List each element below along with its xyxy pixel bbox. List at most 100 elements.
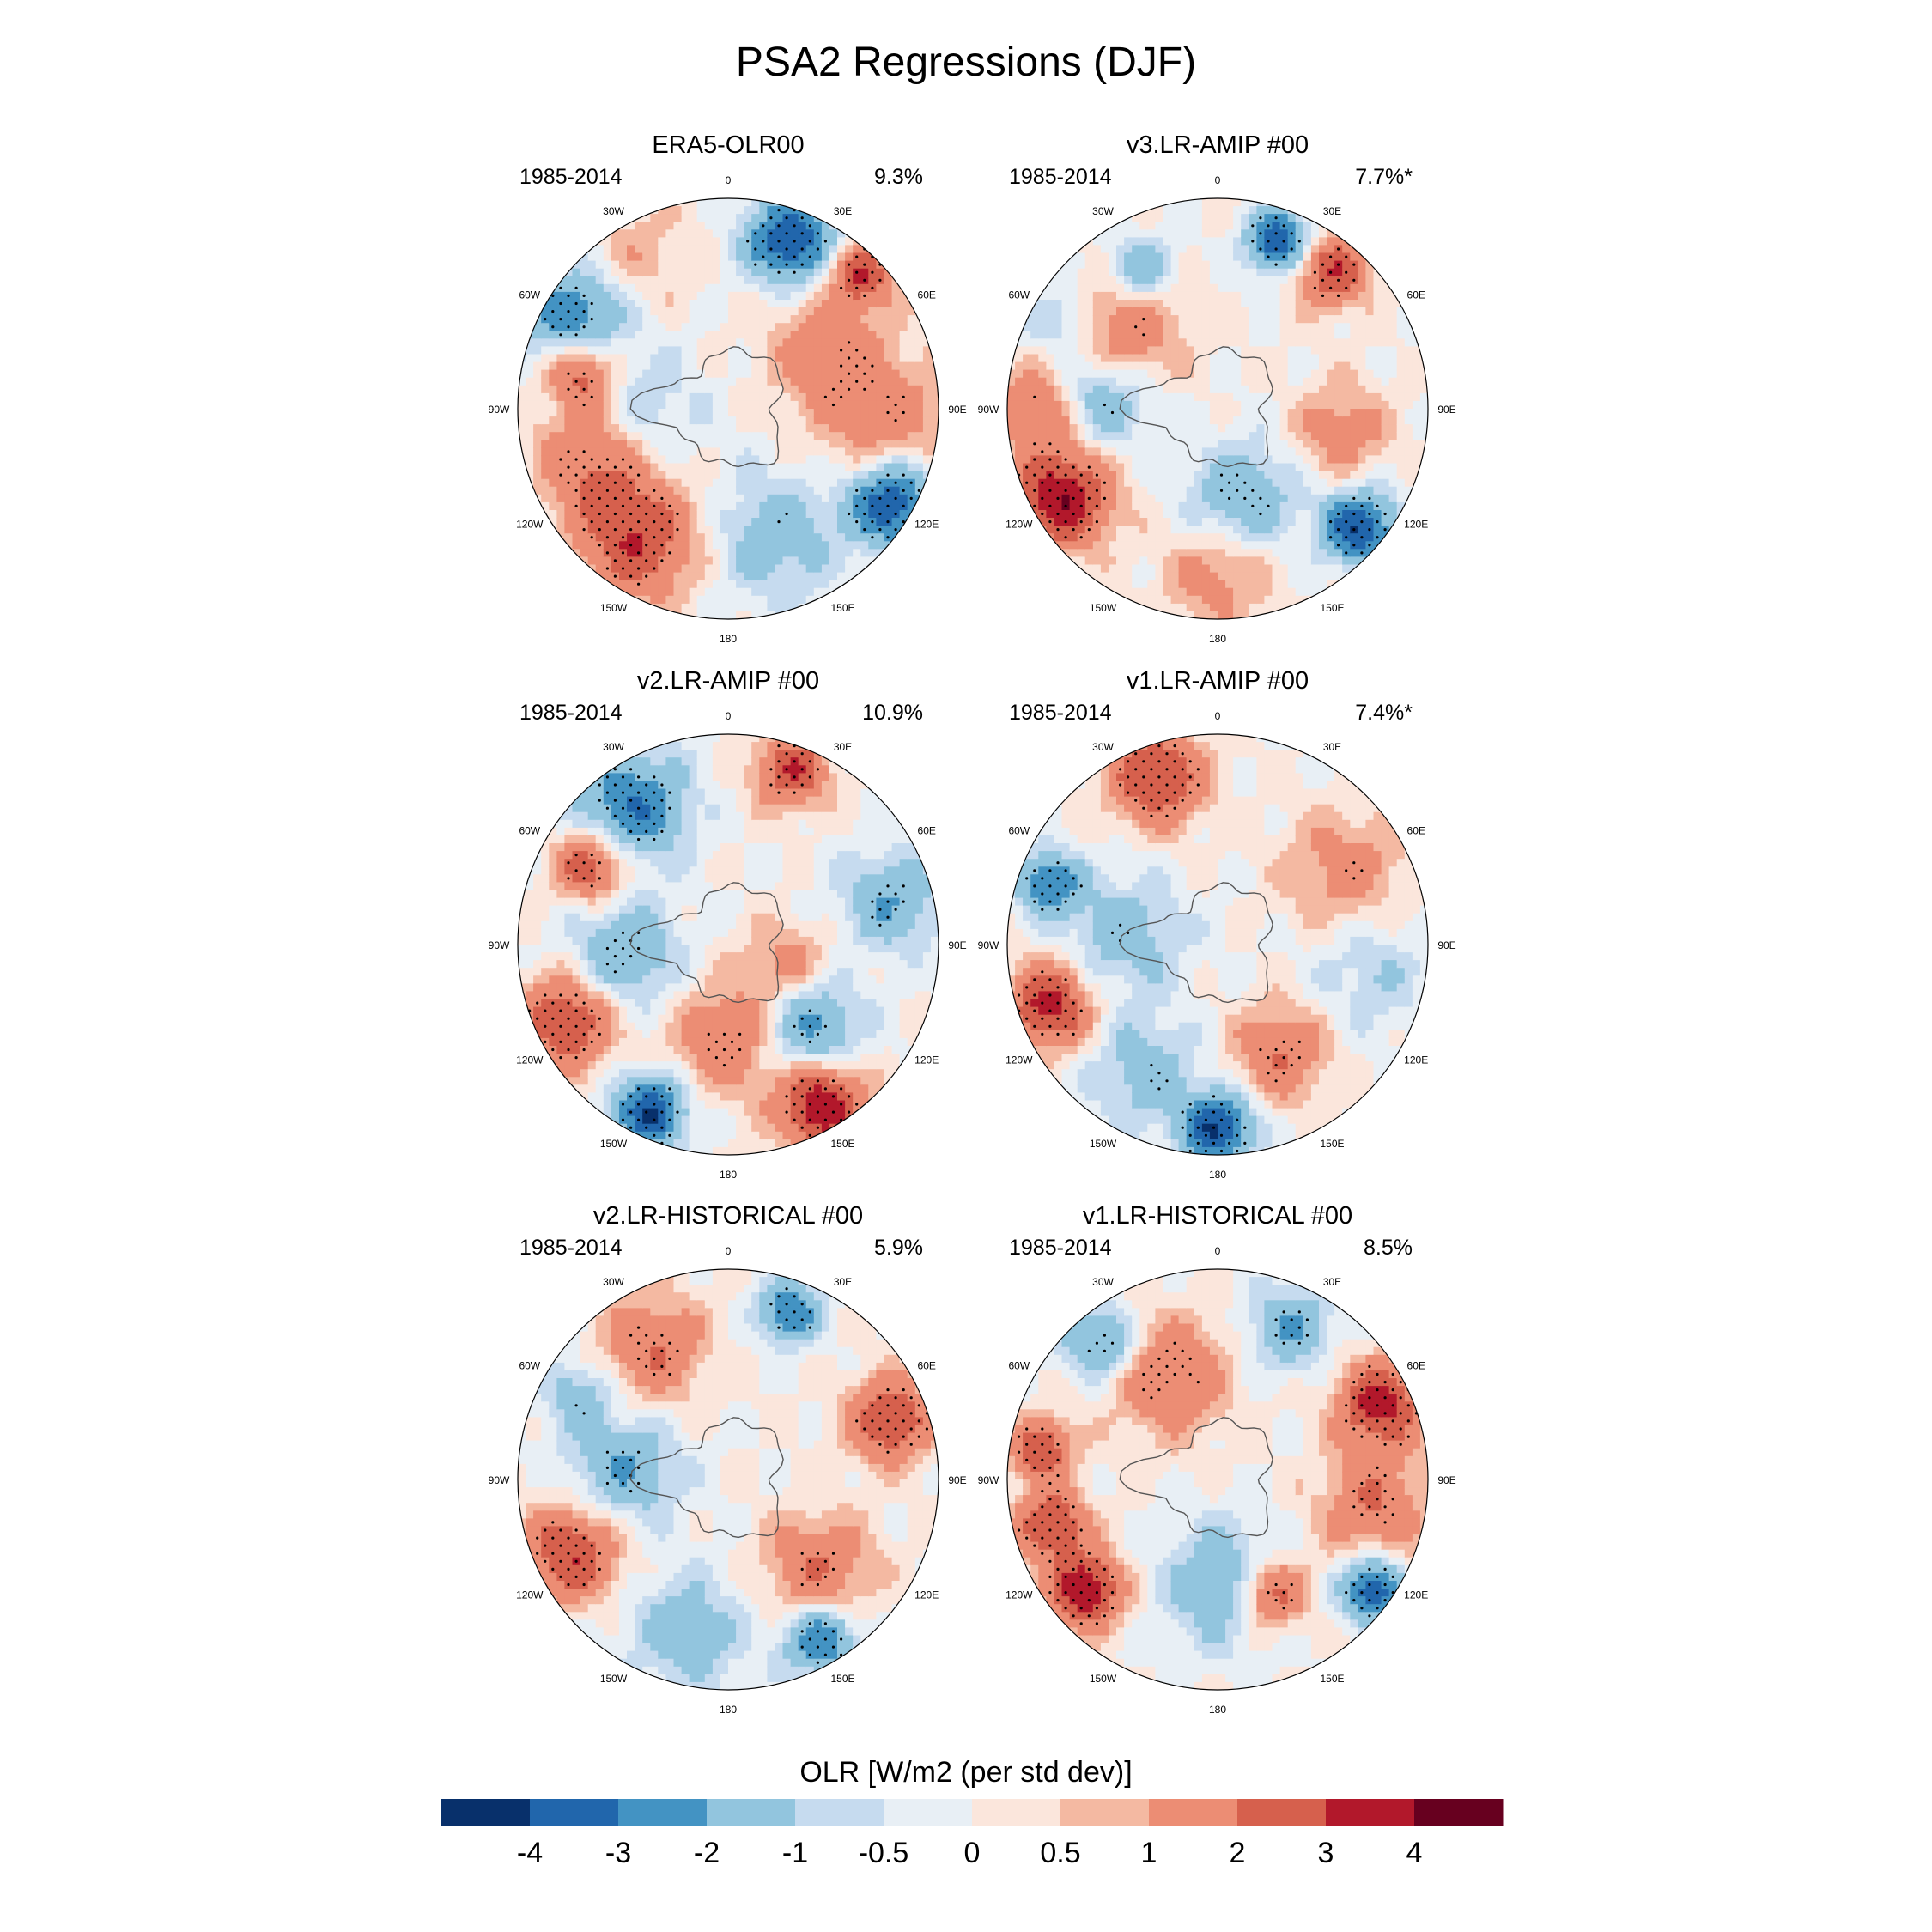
field-cell [860, 518, 869, 526]
field-cell [790, 354, 799, 363]
field-cell [1209, 409, 1218, 417]
field-cell [891, 300, 901, 308]
field-cell [673, 315, 683, 324]
field-cell [1287, 331, 1297, 339]
field-cell [1350, 392, 1358, 402]
field-cell [1334, 518, 1343, 526]
field-cell [1358, 510, 1366, 519]
field-cell [580, 361, 589, 371]
field-cell [1116, 252, 1125, 262]
significance-dot [1274, 247, 1278, 251]
field-cell [1233, 595, 1242, 605]
significance-dot [871, 536, 874, 539]
field-cell [1147, 323, 1156, 331]
field-cell [1109, 526, 1117, 534]
field-cell [1038, 501, 1047, 511]
field-cell [775, 214, 784, 222]
significance-dot [1048, 473, 1052, 477]
field-cell [1218, 409, 1226, 417]
field-cell [1132, 260, 1140, 270]
field-cell [1147, 260, 1156, 270]
field-cell [876, 300, 885, 308]
field-cell [564, 518, 574, 526]
field-cell [1178, 510, 1188, 519]
field-cell [1194, 307, 1203, 316]
field-cell [1038, 471, 1047, 480]
field-cell [1233, 237, 1242, 246]
field-cell [1139, 580, 1148, 589]
significance-dot [855, 380, 859, 383]
field-cell [860, 307, 869, 316]
field-cell [914, 315, 924, 324]
field-cell [1132, 392, 1140, 402]
field-cell [845, 400, 854, 410]
field-cell [1092, 432, 1102, 440]
field-cell [704, 471, 714, 480]
significance-dot [629, 481, 633, 484]
field-cell [1209, 229, 1218, 238]
field-cell [1350, 440, 1358, 448]
field-cell [1170, 214, 1180, 222]
field-cell [1007, 424, 1016, 433]
field-cell [1241, 556, 1249, 566]
field-cell [1218, 300, 1226, 308]
field-cell [549, 533, 557, 542]
field-cell [1350, 338, 1358, 347]
field-cell [1194, 222, 1203, 230]
significance-dot [660, 544, 664, 547]
field-cell [658, 385, 666, 394]
field-cell [1084, 260, 1094, 270]
field-cell [1272, 564, 1281, 574]
field-cell [1124, 556, 1133, 566]
field-cell [1155, 369, 1164, 379]
field-cell [1061, 432, 1071, 440]
field-cell [1319, 346, 1327, 355]
field-cell [1279, 510, 1289, 519]
significance-dot [886, 410, 890, 415]
field-cell [1124, 541, 1133, 550]
field-cell [1116, 587, 1125, 597]
significance-dot [863, 278, 866, 282]
field-cell [1147, 331, 1156, 339]
field-cell [1201, 494, 1211, 503]
field-cell [1132, 276, 1140, 285]
field-cell [1061, 268, 1071, 277]
field-cell [1310, 385, 1320, 394]
field-cell [572, 416, 581, 425]
field-cell [845, 471, 854, 480]
field-cell [1163, 331, 1172, 339]
field-cell [1186, 300, 1195, 308]
field-cell [805, 369, 815, 379]
field-cell [1279, 283, 1289, 293]
field-cell [922, 447, 932, 457]
field-cell [868, 564, 877, 574]
field-cell [689, 447, 698, 457]
field-cell [1069, 385, 1078, 394]
field-cell [603, 409, 612, 417]
field-cell [673, 556, 683, 566]
field-cell [1092, 385, 1102, 394]
field-cell [1241, 237, 1249, 246]
field-cell [696, 268, 706, 277]
field-cell [1201, 252, 1211, 262]
field-cell [775, 346, 784, 355]
field-cell [853, 229, 861, 238]
field-cell [1194, 455, 1203, 465]
field-cell [853, 455, 861, 465]
field-cell [689, 424, 698, 433]
field-cell [1100, 268, 1109, 277]
field-cell [930, 463, 939, 472]
significance-dot [1345, 286, 1348, 289]
field-cell [1350, 572, 1358, 581]
field-cell [1132, 541, 1140, 550]
field-cell [1194, 369, 1203, 379]
field-cell [1279, 595, 1289, 605]
field-cell [1272, 276, 1281, 285]
field-cell [1132, 556, 1140, 566]
field-cell [720, 447, 729, 457]
field-cell [611, 416, 620, 425]
field-cell [1132, 564, 1140, 574]
significance-dot [878, 481, 882, 484]
field-cell [767, 315, 776, 324]
field-cell [587, 572, 597, 581]
